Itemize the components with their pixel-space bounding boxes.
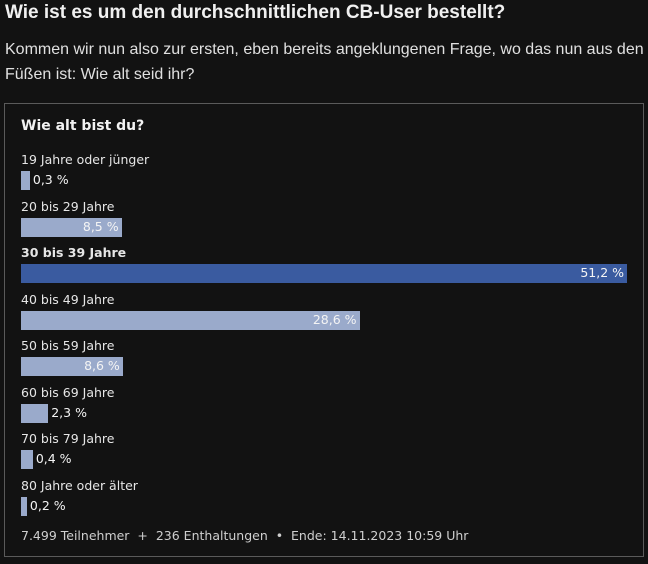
percent-label: 0,2 % — [29, 497, 66, 513]
abstentions-count: 236 Enthaltungen — [155, 528, 268, 543]
option-label: 80 Jahre oder älter — [21, 477, 138, 493]
percent-label: 2,3 % — [51, 404, 87, 420]
option-label: 30 bis 39 Jahre — [21, 245, 127, 260]
result-bar — [21, 171, 30, 190]
poll-option: 60 bis 69 Jahre 2,3 % — [21, 385, 631, 429]
percent-label: 8,5 % — [82, 218, 119, 234]
poll-question: Wie alt bist du? — [21, 118, 145, 134]
separator: • — [275, 528, 284, 543]
option-label: 19 Jahre oder jünger — [21, 152, 150, 167]
percent-label: 28,6 % — [312, 311, 357, 327]
poll-option: 19 Jahre oder jünger 0,3 % — [21, 152, 631, 196]
percent-label: 0,3 % — [32, 172, 69, 187]
separator: + — [137, 528, 148, 543]
poll-footer: 7.499 Teilnehmer + 236 Enthaltungen • En… — [21, 528, 468, 543]
result-bar — [21, 310, 360, 330]
article-intro: Kommen wir nun also zur ersten, eben ber… — [5, 41, 644, 83]
result-bar — [21, 357, 123, 376]
poll-option: 50 bis 59 Jahre 8,6 % — [21, 338, 631, 382]
option-label: 60 bis 69 Jahre — [21, 384, 115, 400]
option-label: 70 bis 79 Jahre — [21, 431, 115, 446]
option-label: 50 bis 59 Jahre — [21, 338, 115, 353]
article-title: Wie ist es um den durchschnittlichen CB-… — [5, 2, 506, 23]
poll-option: 20 bis 29 Jahre 8,5 % — [21, 199, 631, 243]
poll-option: 70 bis 79 Jahre 0,4 % — [21, 431, 631, 475]
result-bar — [21, 496, 27, 516]
option-label: 40 bis 49 Jahre — [21, 291, 115, 307]
participants-count: 7.499 Teilnehmer — [21, 528, 130, 543]
poll-box: Wie alt bist du? 19 Jahre oder jünger 0,3… — [4, 103, 644, 557]
poll-end-date: Ende: 14.11.2023 10:59 Uhr — [291, 528, 469, 543]
result-bar — [21, 450, 33, 469]
percent-label: 0,4 % — [35, 451, 72, 466]
poll-option: 80 Jahre oder älter 0,2 % — [21, 478, 631, 522]
result-bar — [21, 403, 49, 423]
result-bar — [21, 264, 627, 283]
poll-option: 40 bis 49 Jahre 28,6 % — [21, 292, 631, 336]
option-label: 20 bis 29 Jahre — [21, 198, 115, 214]
poll-option: 30 bis 39 Jahre 51,2 % — [21, 245, 631, 289]
percent-label: 8,6 % — [84, 358, 120, 373]
percent-label: 51,2 % — [580, 265, 624, 280]
result-bar — [21, 217, 122, 237]
